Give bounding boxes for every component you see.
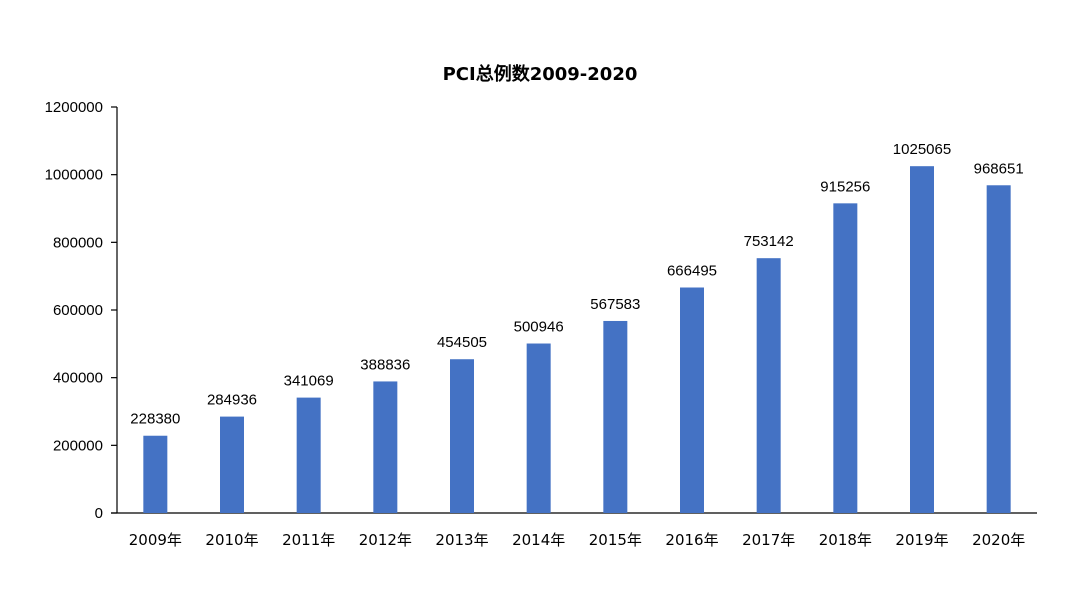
- plot-area: 0 200000 400000 600000 800000 1000000 1200000 2…: [45, 99, 1037, 549]
- data-label: 284936: [207, 392, 257, 409]
- y-tick-label: 1000000: [45, 167, 103, 184]
- x-tick-label: 2012年: [359, 531, 412, 549]
- bar: [526, 343, 551, 513]
- x-tick-label: 2014年: [512, 531, 565, 549]
- y-tick-label: 1200000: [45, 99, 103, 116]
- x-tick-label: 2011年: [282, 531, 335, 549]
- bar: [143, 435, 168, 513]
- data-label: 1025065: [893, 141, 951, 158]
- bar: [603, 320, 628, 513]
- data-label: 567583: [590, 296, 640, 313]
- data-label: 500946: [514, 319, 564, 336]
- data-label: 454505: [437, 334, 487, 351]
- y-tick-label: 800000: [53, 234, 103, 251]
- bar: [296, 397, 321, 513]
- x-tick-label: 2019年: [895, 531, 948, 549]
- bar: [450, 359, 474, 513]
- chart-title: PCI总例数2009-2020: [443, 63, 638, 85]
- data-label: 341069: [284, 373, 334, 390]
- bar: [910, 166, 934, 513]
- bar: [986, 185, 1011, 513]
- bar: [373, 381, 398, 513]
- x-tick-label: 2016年: [665, 531, 718, 549]
- x-tick-label: 2010年: [205, 531, 258, 549]
- bar: [756, 258, 781, 513]
- x-tick-label: 2015年: [589, 531, 642, 549]
- data-label: 968651: [974, 160, 1024, 177]
- data-label: 666495: [667, 263, 717, 280]
- data-label: 753142: [744, 233, 794, 250]
- x-tick-label: 2013年: [435, 531, 488, 549]
- y-tick-label: 0: [95, 505, 103, 522]
- bar: [680, 287, 704, 513]
- x-tick-label: 2020年: [972, 531, 1025, 549]
- data-label: 388836: [360, 356, 410, 373]
- data-label: 915256: [820, 178, 870, 195]
- bar: [220, 416, 244, 513]
- y-tick-label: 600000: [53, 302, 103, 319]
- bar: [833, 203, 858, 514]
- y-tick-label: 400000: [53, 370, 103, 387]
- x-tick-label: 2018年: [819, 531, 872, 549]
- y-tick-label: 200000: [53, 437, 103, 454]
- x-tick-label: 2017年: [742, 531, 795, 549]
- data-label: 228380: [130, 411, 180, 428]
- x-tick-label: 2009年: [129, 531, 182, 549]
